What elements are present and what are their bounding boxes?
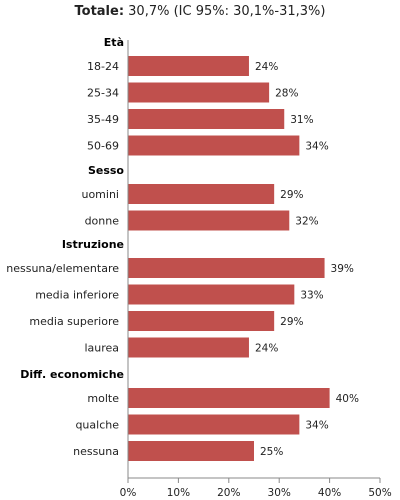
bar <box>128 311 275 331</box>
category-label: nessuna/elementare <box>6 262 119 275</box>
category-label: nessuna <box>73 445 119 458</box>
category-label: laurea <box>84 342 119 355</box>
x-tick-label: 20% <box>217 487 240 499</box>
category-label: media superiore <box>29 315 119 328</box>
x-tick-label: 30% <box>268 487 291 499</box>
data-label: 33% <box>300 290 323 302</box>
plot-area: Età 18-24 24% 25-34 28% 35-49 31% 50-69 34% Sesso… <box>6 36 391 499</box>
data-label: 25% <box>260 446 283 458</box>
category-label: 18-24 <box>87 60 119 73</box>
data-label: 29% <box>280 189 303 201</box>
bar <box>128 82 270 103</box>
data-label: 31% <box>290 114 313 126</box>
x-tick-label: 0% <box>120 487 137 499</box>
data-label: 24% <box>255 61 278 73</box>
bar <box>128 210 290 231</box>
bar <box>128 258 325 278</box>
data-label: 28% <box>275 88 298 100</box>
group-label: Diff. economiche <box>20 368 124 381</box>
data-label: 29% <box>280 316 303 328</box>
data-label: 39% <box>331 263 354 275</box>
x-tick-label: 10% <box>167 487 190 499</box>
bar <box>128 56 249 76</box>
category-label: 35-49 <box>87 113 119 126</box>
data-label: 40% <box>336 393 359 405</box>
bar <box>128 337 249 358</box>
chart-title-text: 30,7% (IC 95%: 30,1%-31,3%) <box>124 4 325 19</box>
bar <box>128 388 330 408</box>
data-label: 34% <box>305 420 328 432</box>
data-label: 34% <box>305 141 328 153</box>
group-label: Istruzione <box>62 238 124 251</box>
category-label: qualche <box>75 419 119 432</box>
category-label: 25-34 <box>87 87 119 100</box>
x-tick-label: 50% <box>368 487 391 499</box>
bar <box>128 109 285 129</box>
category-label: 50-69 <box>87 140 119 153</box>
category-label: uomini <box>81 188 119 201</box>
chart-title: Totale: 30,7% (IC 95%: 30,1%-31,3%) <box>75 4 326 19</box>
bar <box>128 135 300 156</box>
bar <box>128 441 254 461</box>
bar <box>128 414 300 435</box>
category-label: donne <box>85 215 120 228</box>
category-label: molte <box>87 392 119 405</box>
group-label: Sesso <box>88 164 124 177</box>
x-tick-label: 40% <box>318 487 341 499</box>
chart-title-label: Totale: <box>75 4 125 19</box>
group-label: Età <box>104 36 124 49</box>
category-label: media inferiore <box>35 289 119 302</box>
data-label: 32% <box>295 216 318 228</box>
bar <box>128 284 295 305</box>
bar <box>128 184 275 204</box>
data-label: 24% <box>255 343 278 355</box>
